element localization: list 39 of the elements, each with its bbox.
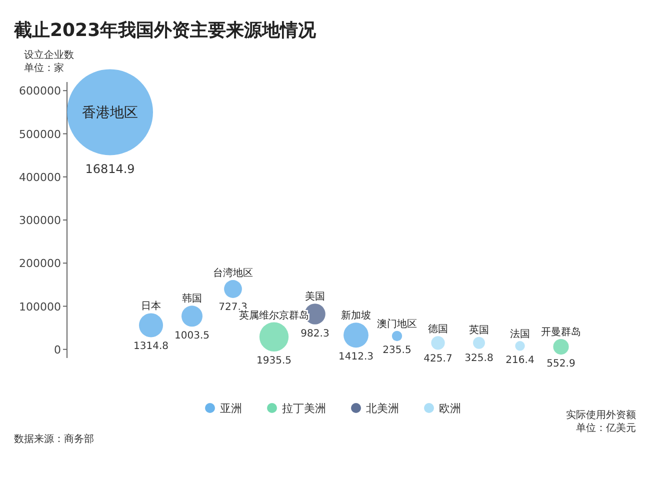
- y-tick-label: 100000: [19, 300, 61, 314]
- legend-label: 拉丁美洲: [282, 402, 326, 415]
- text: 实际使用外资额: [566, 409, 636, 421]
- data-label: 982.3: [300, 328, 330, 340]
- x-tick-label: 德国: [428, 324, 448, 336]
- data-label: 1412.3: [338, 352, 374, 363]
- x-tick-label: 美国: [305, 290, 325, 303]
- y-tick-label: 300000: [19, 214, 61, 227]
- y-tick-label: 400000: [19, 170, 61, 184]
- data-label: 325.8: [464, 352, 494, 364]
- y-axis-title: 设立企业数: [24, 49, 74, 61]
- data-label: 216.4: [506, 354, 534, 366]
- data-label: 552.9: [546, 358, 576, 370]
- x-tick-label: 香港地区: [82, 105, 138, 122]
- x-tick-label: 法国: [510, 328, 530, 340]
- data-label: 235.5: [382, 345, 412, 356]
- text: 单位：亿美元: [576, 422, 636, 434]
- x-tick-label: 日本: [141, 300, 161, 312]
- text: 单位：家: [24, 62, 64, 74]
- y-tick-label: 0: [54, 343, 61, 356]
- x-tick-label: 台湾地区: [213, 267, 253, 280]
- legend-label: 亚洲: [220, 402, 242, 415]
- chart-title: 截止2023年我国外资主要来源地情况: [13, 20, 318, 41]
- x-tick-label: 韩国: [182, 292, 202, 305]
- data-label: 1003.5: [174, 330, 210, 342]
- x-tick-label: 新加坡: [341, 310, 371, 322]
- data-label: 1314.8: [134, 341, 168, 352]
- y-tick-label: 200000: [19, 257, 61, 270]
- data-label: 1935.5: [256, 355, 292, 366]
- x-tick-label: 开曼群岛: [541, 326, 581, 338]
- source-note: 数据来源：商务部: [14, 433, 94, 445]
- y-tick-label: 500000: [19, 128, 61, 141]
- x-tick-label: 澳门地区: [377, 318, 417, 330]
- data-label: 16814.9: [85, 162, 135, 176]
- y-tick-label: 600000: [19, 84, 61, 98]
- x-tick-label: 英国: [469, 324, 489, 336]
- legend-label: 北美洲: [366, 402, 399, 415]
- legend-label: 欧洲: [439, 402, 461, 415]
- data-label: 425.7: [424, 354, 452, 365]
